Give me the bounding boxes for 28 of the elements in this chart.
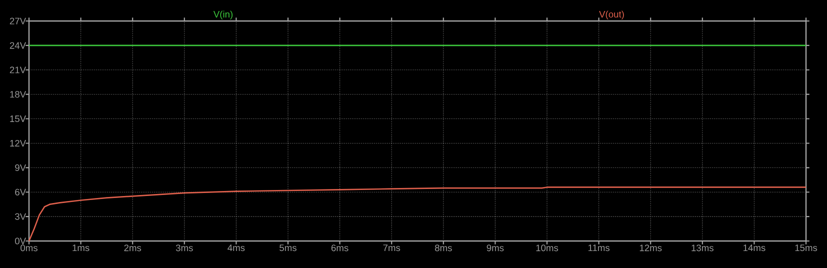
x-tick-label: 4ms xyxy=(228,244,245,252)
y-tick-label: 6V xyxy=(15,188,26,196)
x-tick-label: 12ms xyxy=(640,244,662,252)
x-tick-label: 7ms xyxy=(383,244,400,252)
x-tick-label: 10ms xyxy=(536,244,558,252)
y-tick-label: 24V xyxy=(10,42,26,49)
y-tick-label: 3V xyxy=(15,213,26,220)
x-tick-label: 14ms xyxy=(744,244,766,252)
x-tick-label: 13ms xyxy=(692,244,714,252)
x-tick-label: 2ms xyxy=(124,244,142,252)
y-tick-label: 27V xyxy=(10,18,26,24)
y-tick-label: 21V xyxy=(10,66,26,74)
text: V(in) xyxy=(213,10,233,20)
y-tick-label: 18V xyxy=(10,91,26,98)
x-tick-label: 0ms xyxy=(20,244,38,252)
y-tick-label: 15V xyxy=(10,116,26,122)
y-tick-label: 9V xyxy=(15,164,26,171)
x-tick-label: 11ms xyxy=(588,244,610,252)
text: V(out) xyxy=(599,10,624,20)
x-tick-label: 6ms xyxy=(331,244,348,252)
x-tick-label: 5ms xyxy=(280,244,296,252)
x-tick-label: 8ms xyxy=(434,244,452,252)
y-tick-label: 0V xyxy=(15,238,26,244)
x-tick-label: 1ms xyxy=(72,244,90,252)
x-tick-label: 15ms xyxy=(795,244,818,252)
x-tick-label: 9ms xyxy=(486,244,504,252)
y-tick-label: 12V xyxy=(10,140,26,146)
x-tick-label: 3ms xyxy=(176,244,193,252)
